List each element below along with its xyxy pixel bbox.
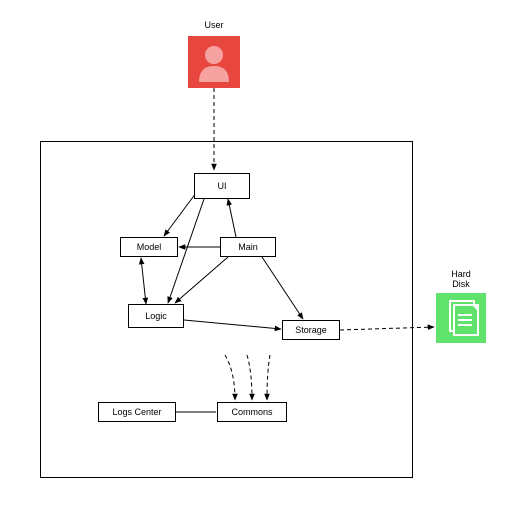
node-model: Model: [120, 237, 178, 257]
node-logic: Logic: [128, 304, 184, 328]
node-logscenter: Logs Center: [98, 402, 176, 422]
harddisk-icon: [436, 293, 486, 343]
node-storage: Storage: [282, 320, 340, 340]
harddisk-label: HardDisk: [438, 269, 484, 289]
node-ui: UI: [194, 173, 250, 199]
node-commons: Commons: [217, 402, 287, 422]
node-main: Main: [220, 237, 276, 257]
user-icon: [188, 36, 240, 88]
user-label: User: [188, 20, 240, 30]
